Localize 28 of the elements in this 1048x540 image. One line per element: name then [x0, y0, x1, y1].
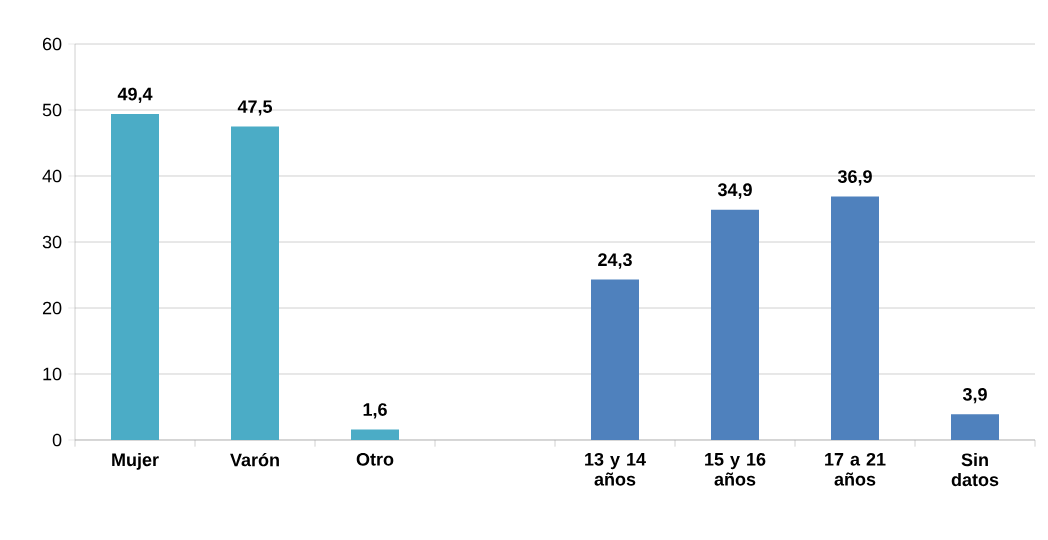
x-tick-label: Sin datos	[951, 452, 999, 487]
data-label: 34,9	[717, 183, 752, 199]
data-label: 36,9	[837, 170, 872, 186]
data-label: 1,6	[363, 403, 387, 419]
bar	[111, 113, 160, 440]
x-tick-label: 13 y 14 años	[585, 452, 646, 486]
y-tick-label: 10	[43, 367, 62, 381]
bar	[591, 279, 639, 440]
x-tick-label: Mujer	[112, 452, 159, 470]
data-label: 49,4	[117, 87, 153, 104]
bar	[951, 414, 1000, 440]
bar	[831, 196, 879, 440]
data-label: 3,9	[962, 387, 987, 404]
bar	[351, 429, 399, 440]
x-tick-label: Otro	[356, 452, 394, 466]
data-label: 24,3	[598, 253, 632, 269]
y-tick-label: 0	[52, 433, 62, 447]
bar	[231, 126, 279, 440]
bar	[711, 209, 759, 440]
y-tick-label: 50	[42, 103, 62, 117]
x-tick-label: Varón	[230, 452, 279, 467]
y-tick-label: 60	[42, 37, 62, 51]
y-tick-label: 20	[42, 301, 62, 315]
x-tick-label: 15 y 16 años	[705, 452, 766, 486]
y-tick-label: 40	[42, 169, 62, 183]
x-tick-label: 17 a 21 años	[825, 452, 886, 486]
y-tick-label: 30	[42, 235, 62, 249]
data-label: 47,5	[237, 100, 273, 116]
